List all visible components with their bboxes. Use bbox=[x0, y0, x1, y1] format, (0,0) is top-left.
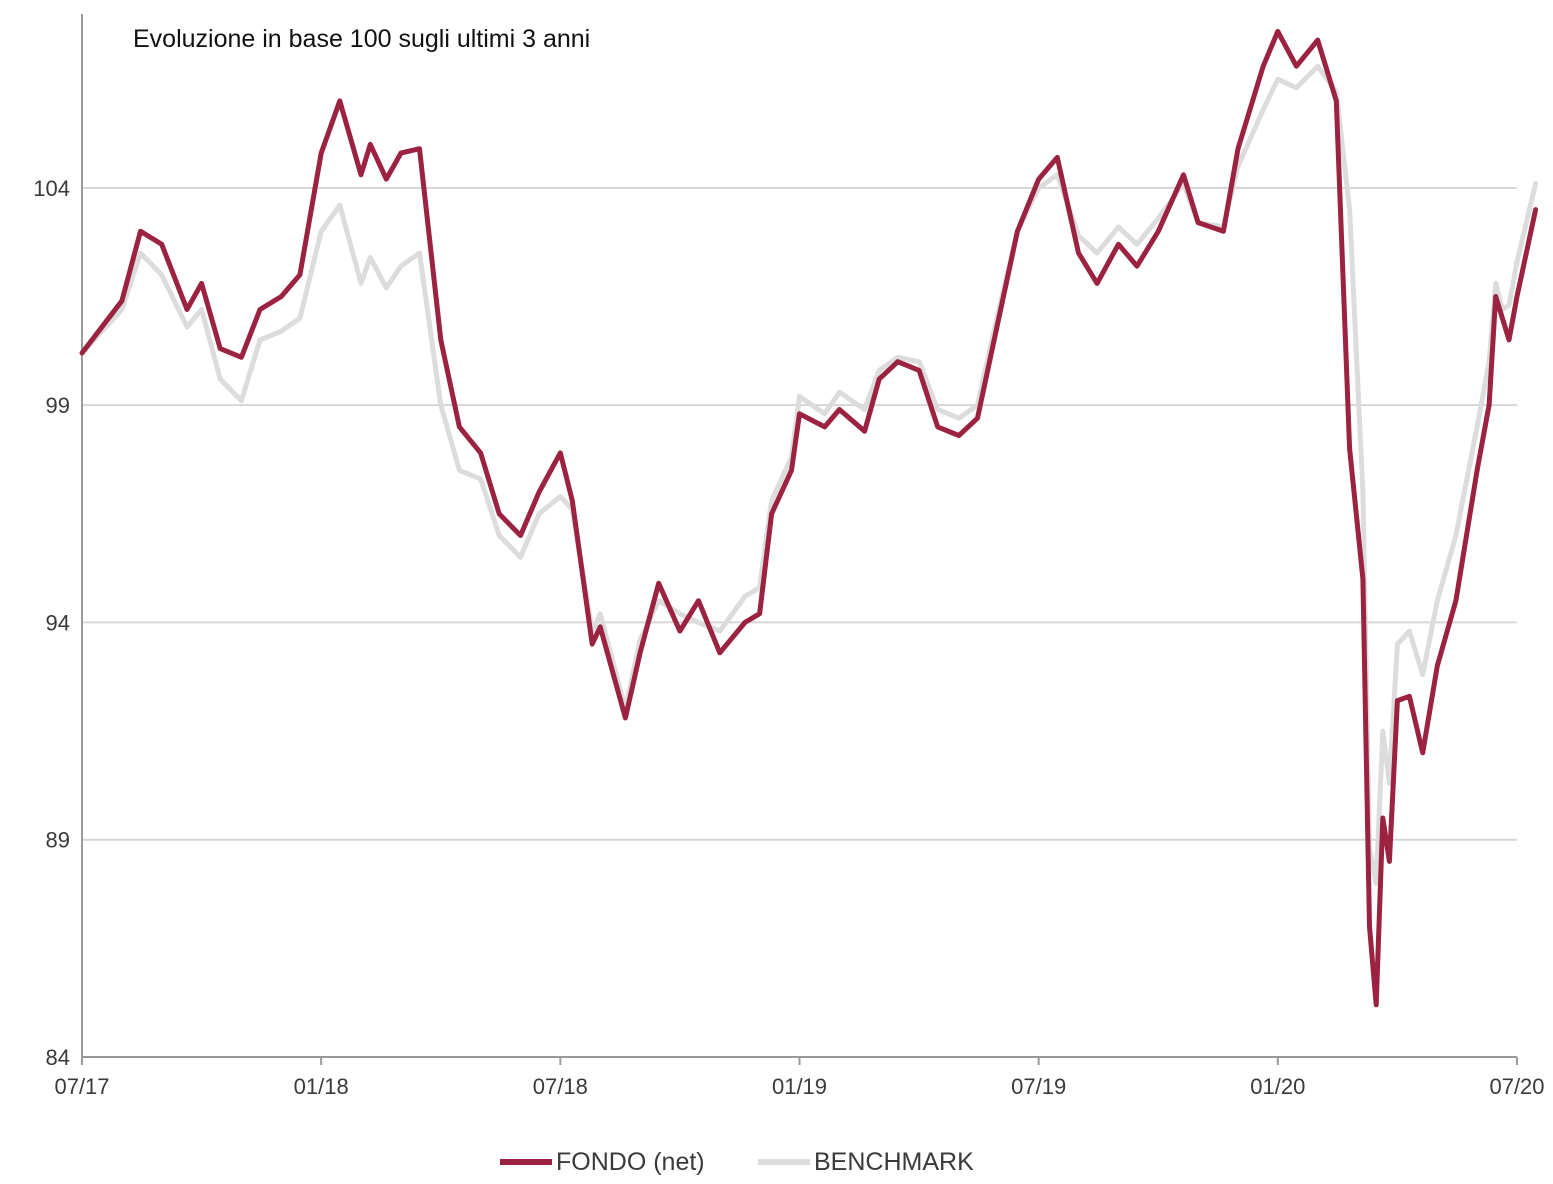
x-tick-label-3: 01/19 bbox=[772, 1074, 827, 1099]
y-tick-label-104: 104 bbox=[33, 176, 70, 201]
legend-label-fund: FONDO (net) bbox=[556, 1148, 705, 1176]
benchmark-line bbox=[79, 63, 1539, 886]
x-tick-label-6: 07/20 bbox=[1489, 1074, 1544, 1099]
series-lines bbox=[79, 28, 1539, 1008]
legend: FONDO (net) BENCHMARK bbox=[500, 1148, 974, 1176]
x-tick-label-1: 01/18 bbox=[294, 1074, 349, 1099]
y-tick-label-94: 94 bbox=[46, 610, 70, 635]
legend-label-benchmark: BENCHMARK bbox=[814, 1148, 974, 1176]
grid-lines bbox=[82, 186, 1517, 841]
x-tick-label-5: 01/20 bbox=[1250, 1074, 1305, 1099]
x-tick-label-2: 07/18 bbox=[533, 1074, 588, 1099]
x-tick-label-0: 07/17 bbox=[54, 1074, 109, 1099]
x-tick-label-4: 07/19 bbox=[1011, 1074, 1066, 1099]
y-tick-label-89: 89 bbox=[46, 828, 70, 853]
y-tick-label-84: 84 bbox=[46, 1045, 70, 1070]
y-tick-label-99: 99 bbox=[46, 393, 70, 418]
fund-line bbox=[79, 28, 1539, 1008]
axes: 84 89 94 99 104 07/17 01/18 07/18 01/19 07/19 01/2… bbox=[33, 14, 1545, 1099]
chart-title: Evoluzione in base 100 sugli ultimi 3 an… bbox=[133, 25, 590, 53]
